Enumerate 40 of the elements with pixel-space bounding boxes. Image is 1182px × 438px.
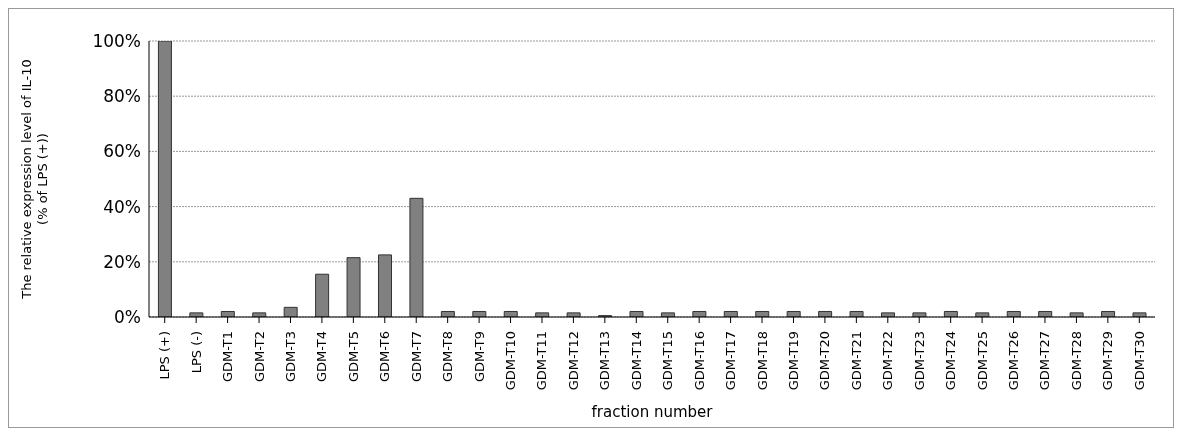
x-tick-label: LPS (-) [188, 331, 204, 374]
x-tick-label: GDM-T6 [377, 331, 393, 383]
x-tick-label: GDM-T2 [251, 331, 267, 383]
x-tick-label: GDM-T25 [974, 331, 990, 391]
x-tick-label: GDM-T12 [565, 331, 581, 391]
x-tick-label: GDM-T19 [785, 331, 801, 391]
x-tick-label: GDM-T17 [723, 331, 739, 391]
x-tick-label: GDM-T7 [408, 331, 424, 383]
x-tick-label: GDM-T4 [314, 331, 330, 383]
x-tick-label: GDM-T11 [534, 331, 550, 391]
y-axis-title: The relative expression level of IL-10 (% of LPS (+)) [19, 59, 50, 300]
x-tick-label: GDM-T29 [1100, 331, 1116, 391]
x-tick-label: GDM-T5 [345, 331, 361, 383]
x-tick-label: GDM-T26 [1006, 331, 1022, 391]
x-tick-label: GDM-T1 [220, 331, 236, 383]
x-tick-label: GDM-T15 [660, 331, 676, 391]
y-tick-label: 40% [103, 196, 141, 217]
x-tick-label: GDM-T13 [597, 331, 613, 391]
x-tick-label: GDM-T16 [691, 331, 707, 391]
x-tick-label: GDM-T14 [628, 331, 644, 391]
y-tick-label: 20% [103, 251, 141, 272]
y-tick-label: 100% [92, 31, 141, 52]
x-tick-label: GDM-T3 [282, 331, 298, 383]
x-tick-label: GDM-T22 [880, 331, 896, 391]
x-tick-label: LPS (+) [157, 331, 173, 380]
y-tick-label: 0% [114, 307, 141, 328]
x-tick-label: GDM-T20 [817, 331, 833, 391]
x-tick-label: GDM-T30 [1131, 331, 1147, 391]
x-tick-label: GDM-T8 [440, 331, 456, 383]
x-tick-label: GDM-T28 [1068, 331, 1084, 391]
x-axis-title: fraction number [591, 403, 714, 421]
x-tick-label: GDM-T10 [503, 331, 519, 391]
x-tick-label: GDM-T23 [911, 331, 927, 391]
x-tick-label: GDM-T21 [848, 331, 864, 391]
x-tick-label: GDM-T9 [471, 331, 487, 383]
x-tick-label: GDM-T18 [754, 331, 770, 391]
y-tick-label: 60% [103, 141, 141, 162]
y-tick-label: 80% [103, 86, 141, 107]
x-tick-label: GDM-T27 [1037, 331, 1053, 391]
x-tick-label: GDM-T24 [943, 331, 959, 391]
